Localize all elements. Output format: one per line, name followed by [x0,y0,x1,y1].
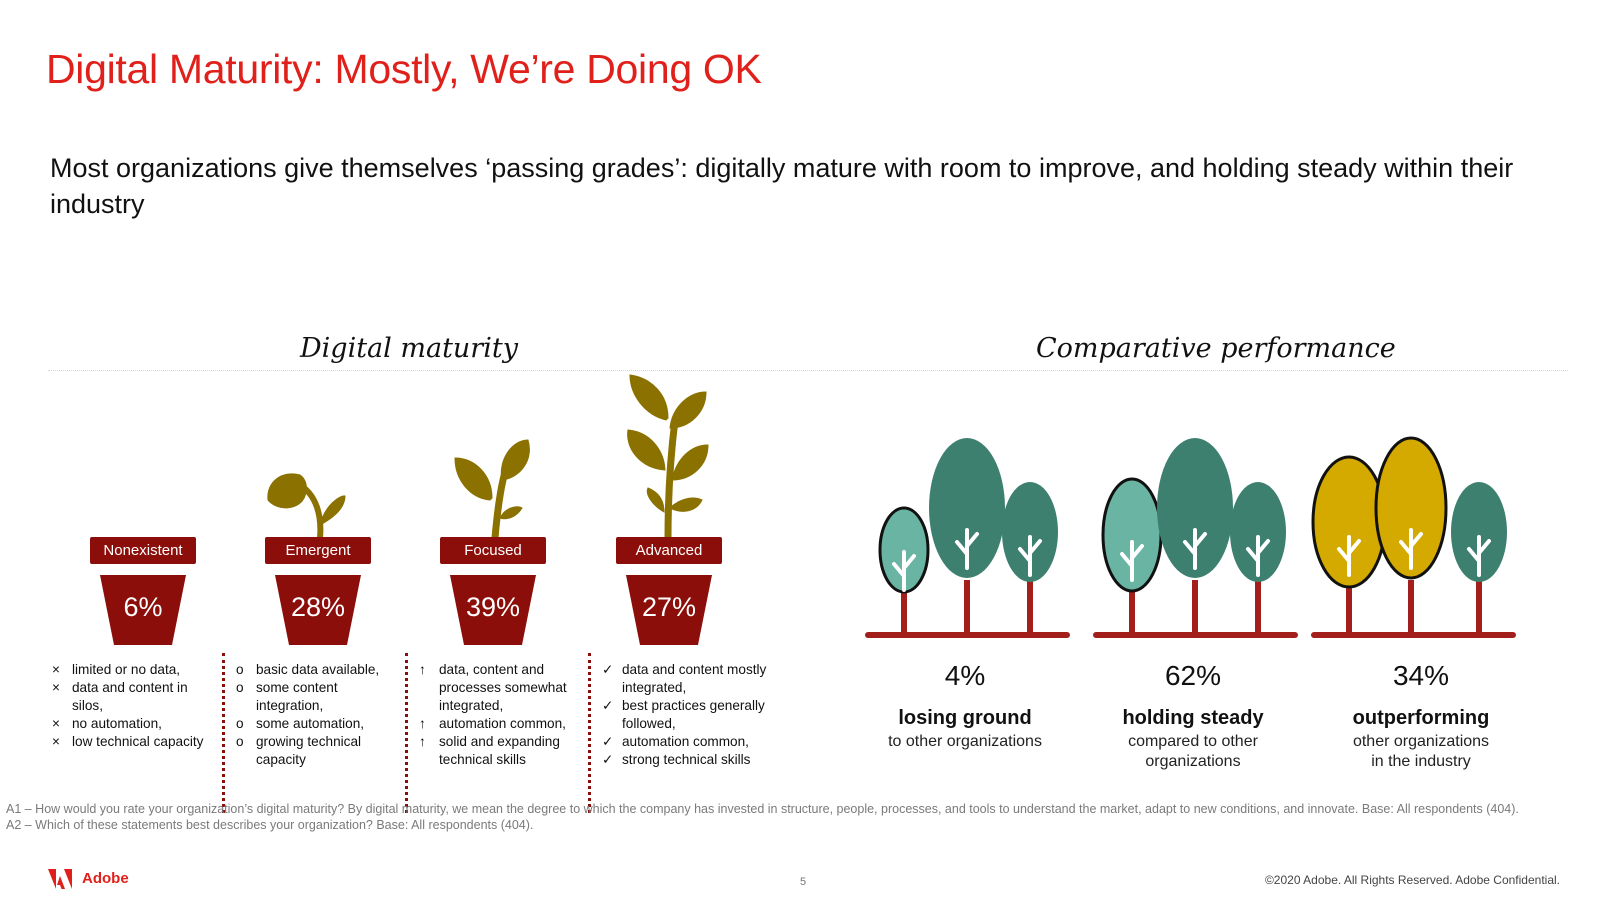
footnote-a2: A2 – Which of these statements best desc… [6,818,534,832]
list-item: × limited or no data, [52,662,181,677]
plant-seedling-icon [267,473,346,541]
tree-group-losing-ground [865,438,1070,638]
footnote-a1: A1 – How would you rate your organizatio… [6,802,1519,816]
performance-percent-outperforming: 34% [1392,660,1450,691]
maturity-percent-focused: 39% [465,592,521,622]
performance-sub-losing-ground: to other organizations [888,733,1042,750]
check-bullet-icon: ✓ [602,734,614,749]
adobe-logo-icon [48,869,72,889]
list-item: o some content integration, [236,680,338,713]
check-bullet-icon: ✓ [602,752,614,767]
maturity-percent-emergent: 28% [290,592,346,622]
maturity-description-nonexistent: × limited or no data, × data and content i… [48,661,213,751]
column-divider [405,653,408,813]
list-item: ↑ data, content and processes somewhat in… [419,662,567,713]
list-item: ✓ best practices generally followed, [602,698,765,731]
pot-icon [100,575,186,645]
circle-bullet-icon: o [236,662,244,677]
maturity-label-advanced: Advanced [616,537,722,564]
section-heading-comparative-performance: Comparative performance [1036,333,1396,364]
plant-sprout-icon [454,439,530,542]
tree-icon [1157,438,1233,578]
performance-heading-outperforming: outperforming [1352,707,1490,729]
performance-sub-holding-steady: compared to other organizations [1128,733,1258,770]
list-item: ✓ automation common, [602,734,749,749]
maturity-percent-advanced: 27% [641,592,697,622]
circle-bullet-icon: o [236,716,244,731]
list-item: o some automation, [236,716,365,731]
list-item: × low technical capacity [52,734,204,749]
maturity-label-nonexistent: Nonexistent [90,537,196,564]
footnotes: A1 – How would you rate your organizatio… [6,801,1586,833]
list-item: o growing technical capacity [236,734,362,767]
list-item: ↑ automation common, [419,716,566,731]
cross-bullet-icon: × [52,662,60,677]
performance-heading-holding-steady: holding steady [1122,707,1264,729]
tree-group-outperforming [1311,436,1516,638]
tree-group-holding-steady [1093,438,1298,638]
section-heading-digital-maturity: Digital maturity [300,333,518,364]
list-item: o basic data available, [236,662,380,677]
circle-bullet-icon: o [236,680,244,695]
tree-icon [1230,482,1286,582]
maturity-illustration [100,374,712,645]
maturity-description-focused: ↑ data, content and processes somewhat in… [415,661,580,769]
column-divider [588,653,591,813]
tree-icon [1374,436,1448,580]
maturity-label-emergent: Emergent [265,537,371,564]
check-bullet-icon: ✓ [602,698,614,713]
performance-sub-outperforming: other organizations in the industry [1352,733,1490,770]
maturity-label-focused: Focused [440,537,546,564]
check-bullet-icon: ✓ [602,662,614,677]
arrow-up-bullet-icon: ↑ [419,716,426,731]
page-number: 5 [800,876,807,888]
list-item: ✓ strong technical skills [602,752,751,767]
cross-bullet-icon: × [52,734,60,749]
list-item: ↑ solid and expanding technical skills [419,734,560,767]
performance-heading-losing-ground: losing ground [898,707,1032,729]
arrow-up-bullet-icon: ↑ [419,662,426,677]
tree-icon [1451,482,1507,582]
performance-percent-losing-ground: 4% [944,660,986,691]
cross-bullet-icon: × [52,716,60,731]
pot-icon [275,575,361,645]
plant-tall-icon [627,374,709,542]
arrow-up-bullet-icon: ↑ [419,734,426,749]
tree-icon [1002,482,1058,582]
pot-icon [626,575,712,645]
section-divider [48,370,1568,371]
cross-bullet-icon: × [52,680,60,695]
maturity-percent-nonexistent: 6% [123,592,163,622]
performance-percent-holding-steady: 62% [1164,660,1222,691]
maturity-description-advanced: ✓ data and content mostly integrated, ✓ be… [598,661,773,769]
list-item: ✓ data and content mostly integrated, [602,662,767,695]
list-item: × no automation, [52,716,162,731]
pot-icon [450,575,536,645]
column-divider [222,653,225,813]
list-item: × data and content in silos, [52,680,188,713]
tree-icon [929,438,1005,578]
circle-bullet-icon: o [236,734,244,749]
maturity-description-emergent: o basic data available, o some content int… [232,661,397,769]
page-title: Digital Maturity: Mostly, We’re Doing OK [46,46,762,92]
copyright-notice: ©2020 Adobe. All Rights Reserved. Adobe … [1264,873,1560,887]
brand-name: Adobe [82,870,129,887]
page-subtitle: Most organizations give themselves ‘pass… [50,153,1514,219]
performance-illustration [865,436,1516,638]
